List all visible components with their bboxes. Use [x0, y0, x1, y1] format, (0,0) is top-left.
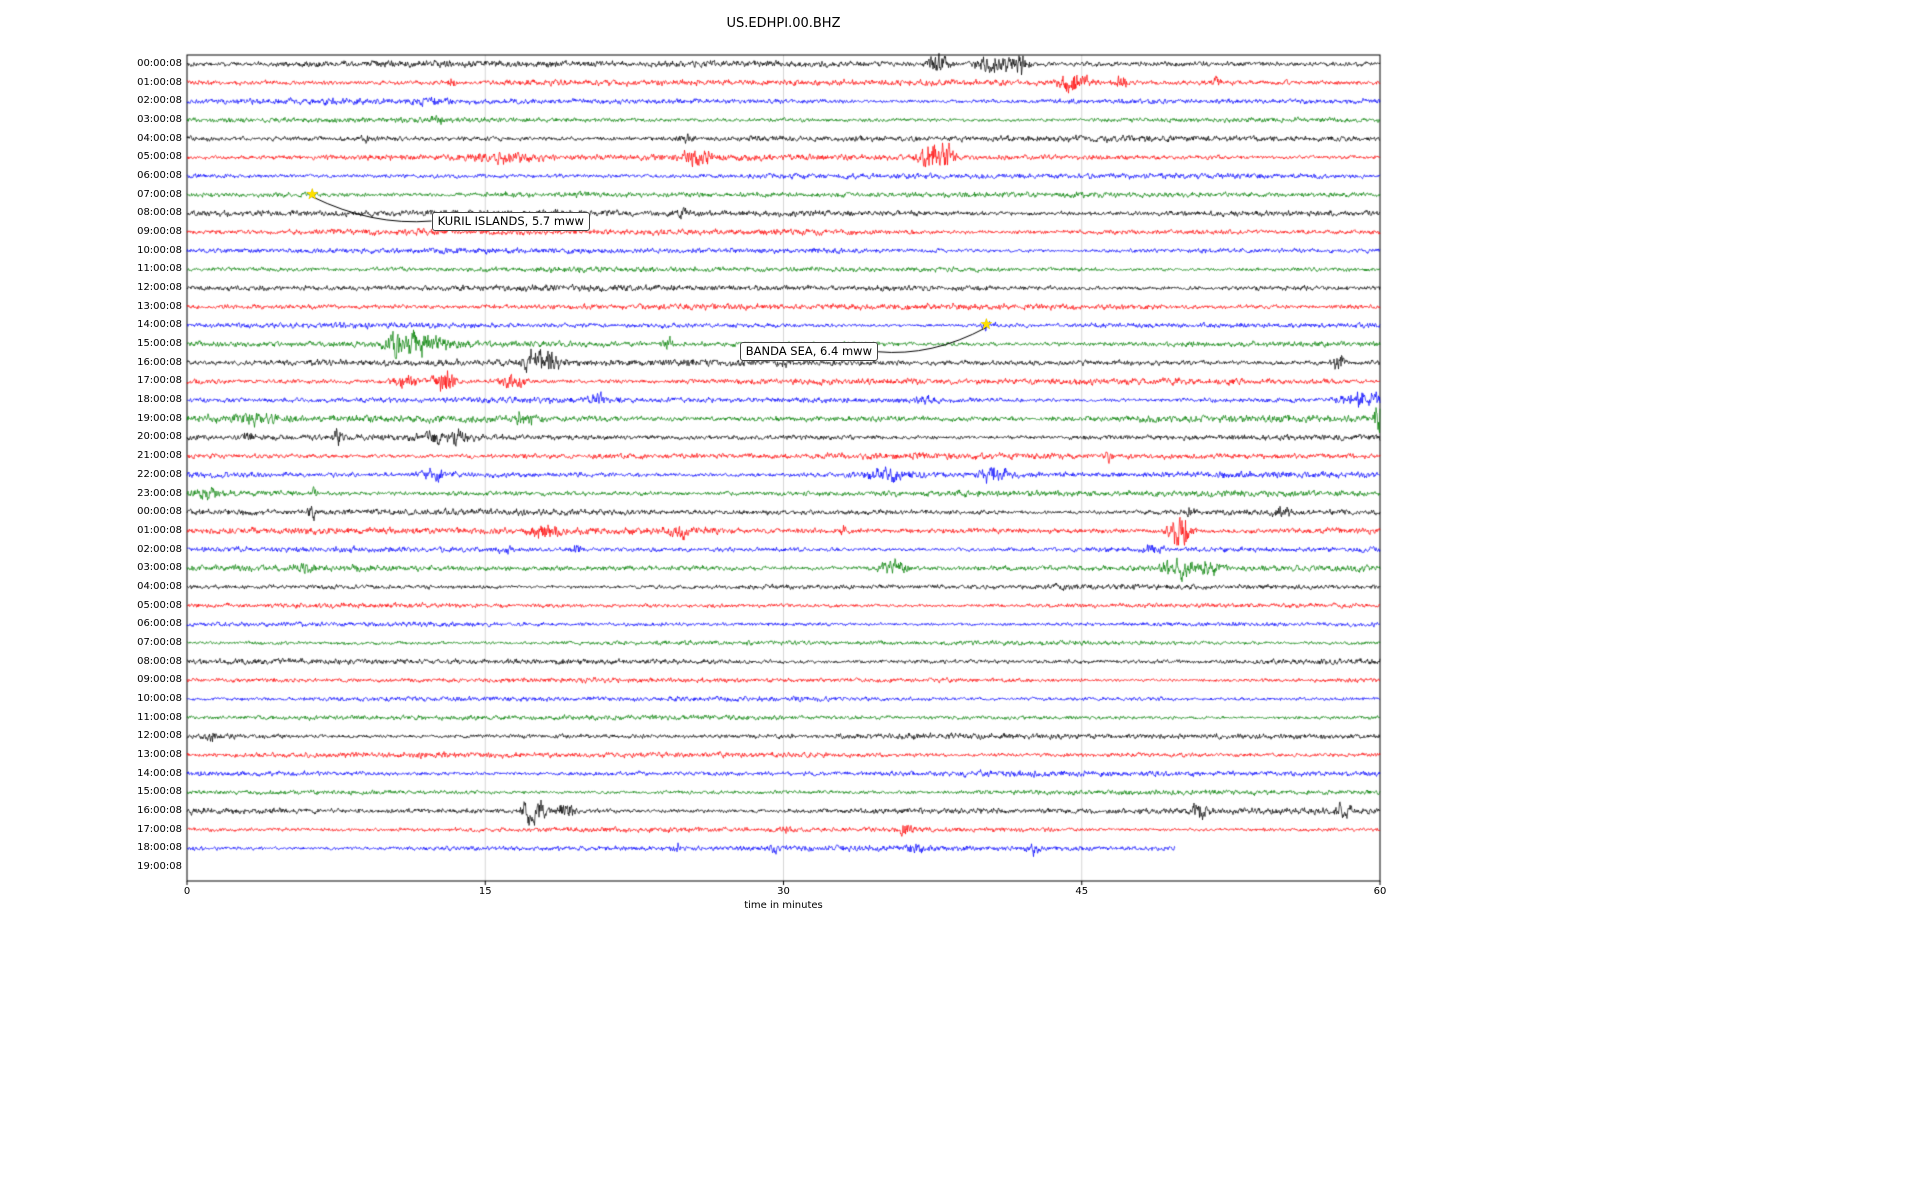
trace-time-label: 23:00:08 — [137, 487, 182, 499]
trace-time-label: 07:00:08 — [137, 636, 182, 648]
trace-time-label: 08:00:08 — [137, 207, 182, 219]
x-tick-label: 45 — [1075, 886, 1089, 897]
trace-time-label: 08:00:08 — [137, 655, 182, 667]
trace-time-label: 17:00:08 — [137, 823, 182, 835]
trace-time-label: 19:00:08 — [137, 412, 182, 424]
trace-time-label: 00:00:08 — [137, 506, 182, 518]
trace-time-label: 22:00:08 — [137, 468, 182, 480]
trace-time-label: 09:00:08 — [137, 674, 182, 686]
trace-time-label: 03:00:08 — [137, 114, 182, 126]
trace-time-label: 15:00:08 — [137, 786, 182, 798]
trace-time-label: 05:00:08 — [137, 151, 182, 163]
chart-title: US.EDHPI.00.BHZ — [726, 16, 841, 31]
x-axis-label: time in minutes — [744, 900, 823, 911]
trace-time-label: 00:00:08 — [137, 58, 182, 69]
trace-time-label: 09:00:08 — [137, 226, 182, 238]
trace-time-label: 12:00:08 — [137, 282, 182, 294]
trace-time-label: 13:00:08 — [137, 300, 182, 312]
trace-time-label: 19:00:08 — [137, 861, 182, 872]
event-annotation-kuril-islands: KURIL ISLANDS, 5.7 mww — [431, 211, 590, 231]
trace-time-label: 17:00:08 — [137, 375, 182, 387]
trace-time-label: 21:00:08 — [137, 450, 182, 462]
trace-time-label: 04:00:08 — [137, 132, 182, 144]
trace-time-label: 02:00:08 — [137, 95, 182, 107]
trace-time-label: 11:00:08 — [137, 263, 182, 275]
x-tick-label: 30 — [777, 886, 790, 897]
x-tick-label: 15 — [478, 886, 492, 897]
trace-time-label: 05:00:08 — [137, 599, 182, 611]
trace-time-label: 07:00:08 — [137, 188, 182, 200]
x-tick-label: 60 — [1373, 886, 1387, 897]
trace-time-label: 06:00:08 — [137, 170, 182, 182]
event-star-icon: ★ — [979, 315, 994, 334]
trace-time-label: 16:00:08 — [137, 804, 182, 816]
trace-time-label: 15:00:08 — [137, 338, 182, 350]
trace-time-label: 01:00:08 — [137, 76, 182, 88]
trace-time-label: 16:00:08 — [137, 356, 182, 368]
trace-time-label: 12:00:08 — [137, 730, 182, 742]
trace-time-label: 01:00:08 — [137, 524, 182, 536]
trace-time-label: 10:00:08 — [137, 692, 182, 704]
trace-time-label: 18:00:08 — [137, 394, 182, 406]
trace-time-label: 13:00:08 — [137, 748, 182, 760]
trace-time-label: 04:00:08 — [137, 580, 182, 592]
trace-time-label: 14:00:08 — [137, 319, 182, 331]
trace-time-label: 03:00:08 — [137, 562, 182, 574]
trace-time-label: 10:00:08 — [137, 244, 182, 256]
event-annotation-banda-sea: BANDA SEA, 6.4 mww — [739, 342, 878, 362]
trace-time-label: 18:00:08 — [137, 842, 182, 854]
trace-time-label: 11:00:08 — [137, 711, 182, 723]
x-tick-label: 0 — [183, 886, 191, 897]
trace-time-label: 02:00:08 — [137, 543, 182, 555]
trace-time-label: 20:00:08 — [137, 431, 182, 443]
event-star-icon: ★ — [305, 184, 319, 203]
trace-time-label: 06:00:08 — [137, 618, 182, 630]
trace-time-label: 14:00:08 — [137, 767, 182, 779]
